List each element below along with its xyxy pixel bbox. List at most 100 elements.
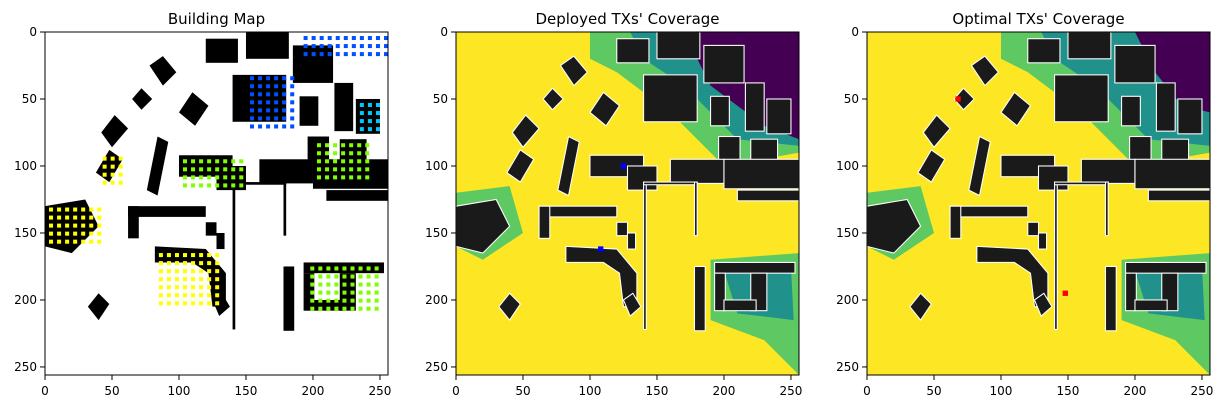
tx-dot <box>359 127 364 132</box>
tx-dot <box>231 183 236 188</box>
tx-dot <box>274 108 279 113</box>
tx-dot <box>249 108 255 113</box>
tx-dot <box>310 282 315 287</box>
tx-dot <box>303 44 308 49</box>
tx-dot <box>310 306 315 311</box>
tx-dot <box>326 282 331 287</box>
tx-dot <box>318 274 323 279</box>
tx-dot <box>215 167 220 172</box>
y-tick-label: 250 <box>14 360 37 374</box>
tx-dot <box>191 269 196 274</box>
tx-dot <box>334 290 339 295</box>
tx-dot <box>215 277 220 282</box>
tx-dot <box>258 124 263 129</box>
tx-dot <box>290 116 295 121</box>
tx-dot <box>73 239 78 244</box>
panel-3: Optimal TXs' Coverage 0 50 100 150 200 250 0 50 1… <box>836 10 1213 398</box>
tx-dot <box>258 116 263 121</box>
tx-dot <box>318 290 323 295</box>
tx-dot <box>359 52 364 57</box>
tx-dot <box>350 274 355 279</box>
tx-dot <box>102 172 107 177</box>
x-tick-label: 100 <box>579 384 602 398</box>
tx-dot <box>335 44 340 49</box>
tx-dot <box>274 116 279 121</box>
tx-dot <box>199 269 204 274</box>
tx-dot <box>199 167 204 172</box>
tx-dot <box>215 253 220 258</box>
tx-dot <box>316 167 322 172</box>
tx-dot <box>166 277 171 282</box>
tx-dot <box>358 306 363 311</box>
tx-dot <box>383 36 388 41</box>
tx-dot <box>311 36 316 41</box>
tx-dot <box>97 207 102 212</box>
tx-dot <box>358 290 363 295</box>
tx-dot <box>239 183 244 188</box>
tx-dot <box>81 207 86 212</box>
tx-dot <box>231 175 236 180</box>
tx-dot <box>183 253 188 258</box>
tx-dot <box>223 167 228 172</box>
tx-dot <box>110 172 115 177</box>
tx-dot <box>258 92 263 97</box>
tx-dot <box>274 100 279 105</box>
tx-dot <box>207 301 212 306</box>
tx-dot <box>375 127 380 132</box>
tx-dot <box>342 274 347 279</box>
tx-dot <box>343 44 348 49</box>
y-tick-label: 150 <box>14 226 37 240</box>
tx-dot <box>183 175 188 180</box>
tx-dot <box>89 231 94 236</box>
tx-dot <box>350 290 355 295</box>
tx-dot <box>266 116 271 121</box>
tx-dot <box>215 301 220 306</box>
tx-dot <box>349 167 354 172</box>
tx-dot <box>358 266 363 271</box>
x-tick-label: 0 <box>41 384 49 398</box>
tx-dot <box>166 253 171 258</box>
tx-dot <box>266 124 271 129</box>
tx-dot <box>57 231 62 236</box>
tx-dot <box>375 119 380 124</box>
tx-dot <box>118 164 123 169</box>
x-tick-label: 250 <box>1191 384 1214 398</box>
tx-dot <box>57 207 62 212</box>
tx-dot <box>374 306 379 311</box>
tx-dot <box>325 159 330 164</box>
tx-dot <box>49 215 54 220</box>
x-tick-label: 100 <box>990 384 1013 398</box>
tx-dot <box>174 285 179 290</box>
tx-dot <box>207 159 212 164</box>
y-tick-label: 250 <box>836 360 859 374</box>
y-tick-label: 150 <box>425 226 448 240</box>
tx-dot <box>366 290 371 295</box>
tx-dot <box>166 301 171 306</box>
tx-dot <box>199 301 204 306</box>
y-tick-label: 50 <box>844 92 859 106</box>
tx-dot <box>282 76 287 81</box>
tx-dot <box>183 167 188 172</box>
tx-dot <box>274 76 279 81</box>
tx-dot <box>359 119 364 124</box>
tx-dot <box>174 269 179 274</box>
tx-dot <box>366 306 371 311</box>
x-tick-label: 50 <box>926 384 941 398</box>
x-tick-label: 50 <box>104 384 119 398</box>
tx-dot <box>350 298 355 303</box>
tx-dot <box>318 266 323 271</box>
tx-dot <box>266 76 271 81</box>
tx-dot <box>215 183 220 188</box>
tx-dot <box>327 36 332 41</box>
tx-dot <box>290 76 295 81</box>
y-tick-label: 250 <box>425 360 448 374</box>
tx-dot <box>249 84 255 89</box>
tx-dot <box>249 76 255 81</box>
tx-dot <box>375 52 380 57</box>
x-tick-label: 200 <box>1124 384 1147 398</box>
tx-dot <box>266 84 271 89</box>
tx-dot <box>282 100 287 105</box>
tx-dot <box>358 282 363 287</box>
tx-dot <box>357 159 362 164</box>
tx-dot <box>191 261 196 266</box>
